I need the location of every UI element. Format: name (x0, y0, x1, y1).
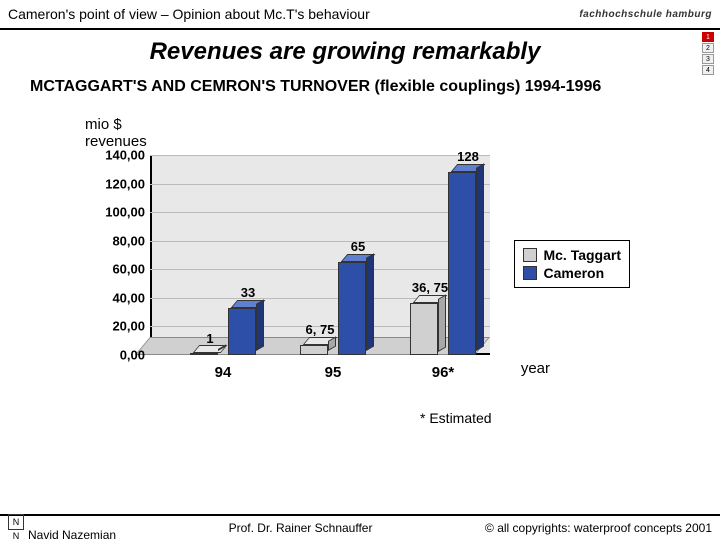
chart: year Mc. Taggart Cameron 0,0020,0040,006… (150, 155, 490, 385)
bar (448, 172, 476, 355)
bar (190, 353, 218, 355)
bar (300, 345, 328, 355)
x-tick-label: 95 (325, 364, 342, 381)
bar-value-label: 65 (351, 239, 365, 254)
legend-row: Cameron (523, 265, 621, 281)
y-axis-label: mio $revenues (85, 117, 147, 150)
legend-row: Mc. Taggart (523, 247, 621, 263)
estimated-note: * Estimated (420, 410, 492, 426)
bar (228, 308, 256, 355)
bar-value-label: 36, 75 (412, 280, 448, 295)
y-tick-label: 40,00 (90, 290, 145, 305)
slide-tab-indicator: 1 2 3 4 (702, 32, 716, 75)
gridline (150, 155, 490, 156)
bar-value-label: 1 (206, 331, 213, 346)
header-text: Cameron's point of view – Opinion about … (8, 6, 370, 22)
topbar: Cameron's point of view – Opinion about … (0, 0, 720, 30)
bar-value-label: 6, 75 (306, 322, 335, 337)
bar (338, 262, 366, 355)
y-tick-label: 0,00 (90, 348, 145, 363)
y-tick-label: 60,00 (90, 262, 145, 277)
footer-right: © all copyrights: waterproof concepts 20… (485, 521, 712, 535)
y-tick-label: 80,00 (90, 233, 145, 248)
y-tick-label: 100,00 (90, 205, 145, 220)
bar (410, 303, 438, 356)
x-tick-label: 96* (432, 364, 455, 381)
slide-tab: 4 (702, 65, 714, 75)
slide: Cameron's point of view – Opinion about … (0, 0, 720, 540)
legend-swatch (523, 248, 537, 262)
footer-center: Prof. Dr. Rainer Schnauffer (229, 521, 373, 535)
nn-icon: N N (8, 514, 24, 530)
footer: N NNavid Nazemian Prof. Dr. Rainer Schna… (0, 514, 720, 540)
slide-tab: 2 (702, 43, 714, 53)
slide-tab: 1 (702, 32, 714, 42)
gridline (150, 241, 490, 242)
x-axis-label: year (521, 360, 550, 377)
legend-label: Mc. Taggart (543, 247, 621, 263)
y-tick-label: 140,00 (90, 148, 145, 163)
fh-logo: fachhochschule hamburg (579, 9, 712, 20)
footer-left: N NNavid Nazemian (8, 514, 116, 542)
legend-label: Cameron (543, 265, 604, 281)
gridline (150, 269, 490, 270)
slide-title: Revenues are growing remarkably (0, 38, 690, 66)
chart-area: mio $revenues year Mc. Taggart Cameron 0… (70, 125, 630, 425)
slide-tab: 3 (702, 54, 714, 64)
x-tick-label: 94 (215, 364, 232, 381)
logo-area: fachhochschule hamburg (579, 9, 712, 20)
bar-value-label: 128 (457, 149, 479, 164)
slide-subtitle: MCTAGGART'S AND CEMRON'S TURNOVER (flexi… (30, 78, 690, 96)
gridline (150, 184, 490, 185)
y-tick-label: 120,00 (90, 176, 145, 191)
legend-swatch (523, 266, 537, 280)
y-tick-label: 20,00 (90, 319, 145, 334)
bar-value-label: 33 (241, 285, 255, 300)
gridline (150, 212, 490, 213)
legend: Mc. Taggart Cameron (514, 240, 630, 288)
